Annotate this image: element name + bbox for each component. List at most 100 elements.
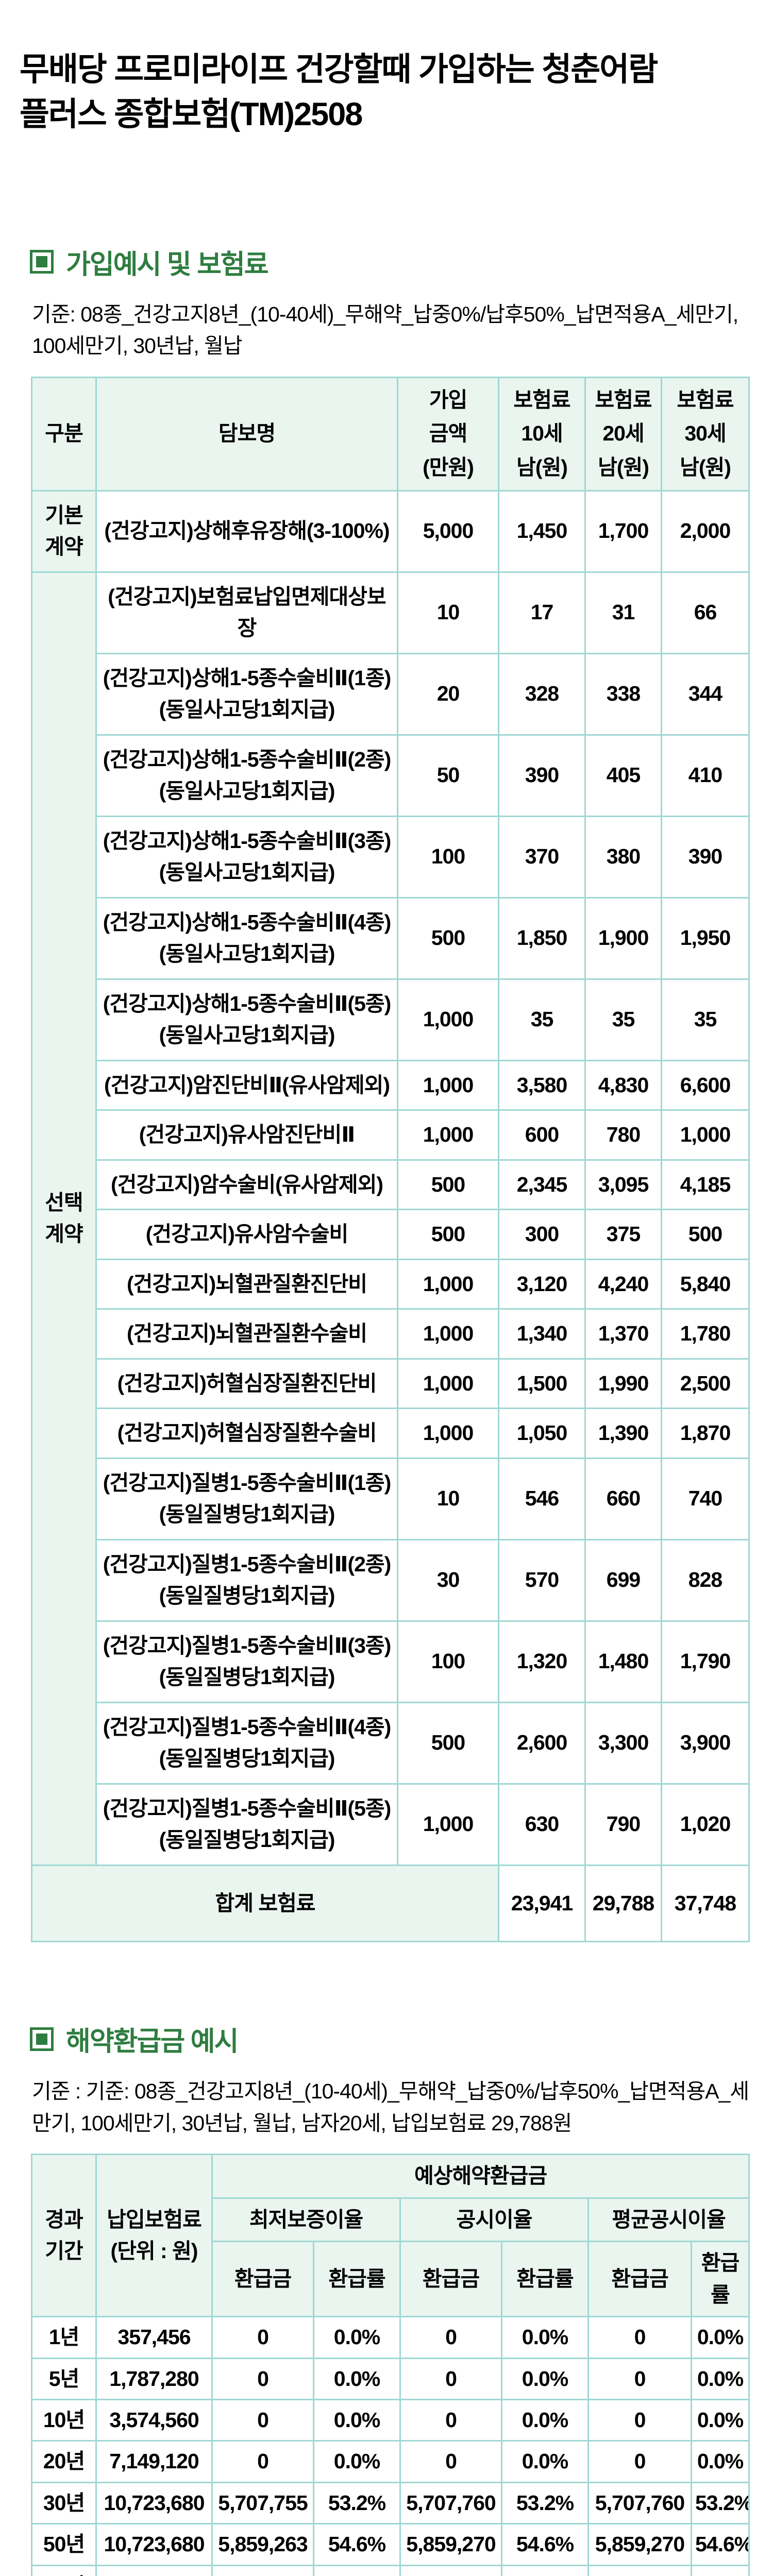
premium-age10: 546 [498,1457,586,1540]
surrender-value-table: 경과 기간 납입보험료 (단위 : 원) 예상해약환급금 최저보증이율 공시이율… [31,2154,750,2576]
premium-age10: 1,340 [498,1308,586,1360]
avg-rate-refund-amount: 0 [587,2440,692,2483]
coverage-amount: 1,000 [397,1358,499,1410]
premium-age10: 1,500 [498,1358,586,1410]
paid-premium: 7,149,120 [95,2440,213,2483]
coverage-amount: 1,000 [397,1408,499,1459]
header-elapsed-period: 경과 기간 [31,2154,97,2318]
surrender-row: 10년 3,574,560 0 0.0% 0 0.0% 0 0.0% [31,2398,750,2442]
header-refund-rate: 환급률 [313,2241,401,2318]
surrender-row: 1년 357,456 0 0.0% 0 0.0% 0 0.0% [31,2316,750,2359]
coverage-row: (건강고지)상해1-5종수술비Ⅱ(5종) (동일사고당1회지급) 1,000 35 3… [32,978,750,1061]
coverage-amount: 500 [397,1209,499,1260]
premium-age30: 3,900 [661,1701,750,1785]
coverage-amount: 100 [397,1620,499,1703]
min-rate-refund-amount: 0 [211,2316,314,2359]
premium-age20: 375 [584,1209,662,1260]
coverage-name: (건강고지)허혈심장질환진단비 [95,1358,398,1410]
coverage-row: (건강고지)허혈심장질환수술비 1,000 1,050 1,390 1,870 [32,1408,750,1459]
coverage-name: (건강고지)질병1-5종수술비Ⅱ(2종) (동일질병당1회지급) [95,1538,398,1622]
coverage-row: (건강고지)질병1-5종수술비Ⅱ(5종) (동일질병당1회지급) 1,000 630… [32,1783,750,1866]
premium-age10: 370 [498,815,586,899]
coverage-name: (건강고지)질병1-5종수술비Ⅱ(1종) (동일질병당1회지급) [95,1457,398,1540]
min-rate-refund-rate: 0.0% [313,2440,401,2483]
coverage-header-row: 구분 담보명 가입 금액 (만원) 보험료 10세 남(원) 보험료 20세 남… [31,376,750,492]
min-rate-refund-amount: 0 [211,2398,314,2442]
coverage-amount: 1,000 [397,1308,499,1360]
premium-age20: 338 [584,652,662,736]
premium-age10: 600 [498,1109,586,1161]
coverage-row: (건강고지)상해1-5종수술비Ⅱ(1종) (동일사고당1회지급) 20 328 338… [32,652,750,736]
header-gubun: 구분 [31,376,97,492]
premium-age30: 1,790 [661,1620,750,1703]
paid-premium: 357,456 [95,2316,213,2359]
premium-age10: 2,600 [498,1701,586,1785]
surrender-row: 20년 7,149,120 0 0.0% 0 0.0% 0 0.0% [31,2440,750,2483]
coverage-name: (건강고지)허혈심장질환수술비 [95,1408,398,1459]
premium-age30: 1,870 [661,1408,750,1459]
surrender-row: 50년 10,723,680 5,859,263 54.6% 5,859,270 54.6… [31,2523,750,2566]
declared-rate-refund-rate: 0.0% [501,2398,589,2442]
header-expected-surrender: 예상해약환급금 [211,2154,750,2199]
header-average-declared-rate: 평균공시이율 [587,2197,750,2243]
elapsed-period: 30년 [31,2481,97,2525]
min-rate-refund-amount: 0 [211,2440,314,2483]
min-rate-refund-amount: 0 [211,2357,314,2400]
coverage-name: (건강고지)질병1-5종수술비Ⅱ(5종) (동일질병당1회지급) [95,1783,398,1866]
declared-rate-refund-amount: 0 [399,2357,502,2400]
section-heading-text: 해약환급금 예시 [66,2027,239,2057]
coverage-row: (건강고지)상해1-5종수술비Ⅱ(3종) (동일사고당1회지급) 100 370 38… [32,815,750,899]
elapsed-period: 5년 [31,2357,97,2400]
coverage-name: (건강고지)유사암수술비 [95,1209,398,1260]
min-rate-refund-rate: 0.0% [313,2398,401,2442]
premium-age10: 3,580 [498,1059,586,1111]
avg-rate-refund-rate: 54.6% [690,2523,750,2566]
premium-age10: 1,320 [498,1620,586,1703]
declared-rate-refund-rate: 0.0% [501,2564,589,2576]
coverage-row: (건강고지)질병1-5종수술비Ⅱ(2종) (동일질병당1회지급) 30 570 699… [32,1538,750,1622]
header-paid-premium: 납입보험료 (단위 : 원) [95,2154,213,2318]
coverage-amount: 5,000 [397,489,499,573]
premium-age20: 35 [584,978,662,1061]
declared-rate-refund-amount: 5,859,270 [399,2523,502,2566]
coverage-name: (건강고지)암수술비(유사암제외) [95,1159,398,1211]
coverage-name: (건강고지)유사암진단비Ⅱ [95,1109,398,1161]
elapsed-period: 10년 [31,2398,97,2442]
coverage-amount: 10 [397,571,499,654]
surrender-header-row-3: 환급금 환급률 환급금 환급률 환급금 환급률 [32,2241,750,2318]
premium-criteria-text: 기준: 08종_건강고지8년_(10-40세)_무해약_납중0%/납후50%_납… [32,302,738,358]
coverage-row: (건강고지)질병1-5종수술비Ⅱ(3종) (동일질병당1회지급) 100 1,320… [32,1620,750,1703]
coverage-amount: 1,000 [397,1059,499,1111]
elapsed-period: 80년 [31,2564,97,2576]
coverage-table-body: 기본 계약 (건강고지)상해후유장해(3-100%) 5,000 1,450 1,700… [31,489,750,1866]
avg-rate-refund-amount: 0 [587,2316,692,2359]
surrender-header-row-2: 최저보증이율 공시이율 평균공시이율 [32,2197,750,2243]
coverage-row: (건강고지)뇌혈관질환진단비 1,000 3,120 4,240 5,840 [32,1258,750,1310]
coverage-amount: 500 [397,896,499,980]
paid-premium: 10,723,680 [95,2481,213,2525]
coverage-row: (건강고지)질병1-5종수술비Ⅱ(1종) (동일질병당1회지급) 10 546 660… [32,1457,750,1540]
declared-rate-refund-amount: 0 [399,2398,502,2442]
declared-rate-refund-amount: 0 [399,2440,502,2483]
premium-age20: 1,370 [584,1308,662,1360]
section-heading-surrender-example: 해약환급금 예시 [30,2020,752,2058]
coverage-row: (건강고지)뇌혈관질환수술비 1,000 1,340 1,370 1,780 [32,1308,750,1360]
surrender-row: 5년 1,787,280 0 0.0% 0 0.0% 0 0.0% [31,2357,750,2400]
avg-rate-refund-rate: 0.0% [690,2357,750,2400]
coverage-name: (건강고지)질병1-5종수술비Ⅱ(3종) (동일질병당1회지급) [95,1620,398,1703]
premium-age20: 1,990 [584,1358,662,1410]
surrender-table-container: 경과 기간 납입보험료 (단위 : 원) 예상해약환급금 최저보증이율 공시이율… [20,2154,752,2576]
premium-age30: 2,500 [661,1358,750,1410]
section-heading-premium-example: 가입예시 및 보험료 [30,243,752,281]
premium-age30: 1,000 [661,1109,750,1161]
min-rate-refund-amount: 5,859,263 [211,2523,314,2566]
surrender-criteria-text: 기준 : 기준: 08종_건강고지8년_(10-40세)_무해약_납중0%/납후… [32,2079,749,2135]
declared-rate-refund-amount: 0 [399,2316,502,2359]
premium-age20: 4,240 [584,1258,662,1310]
premium-age30: 35 [661,978,750,1061]
coverage-group-label: 기본 계약 [31,489,97,573]
coverage-name: (건강고지)상해1-5종수술비Ⅱ(5종) (동일사고당1회지급) [95,978,398,1061]
paid-premium: 10,723,680 [95,2523,213,2566]
premium-age30: 2,000 [661,489,750,573]
